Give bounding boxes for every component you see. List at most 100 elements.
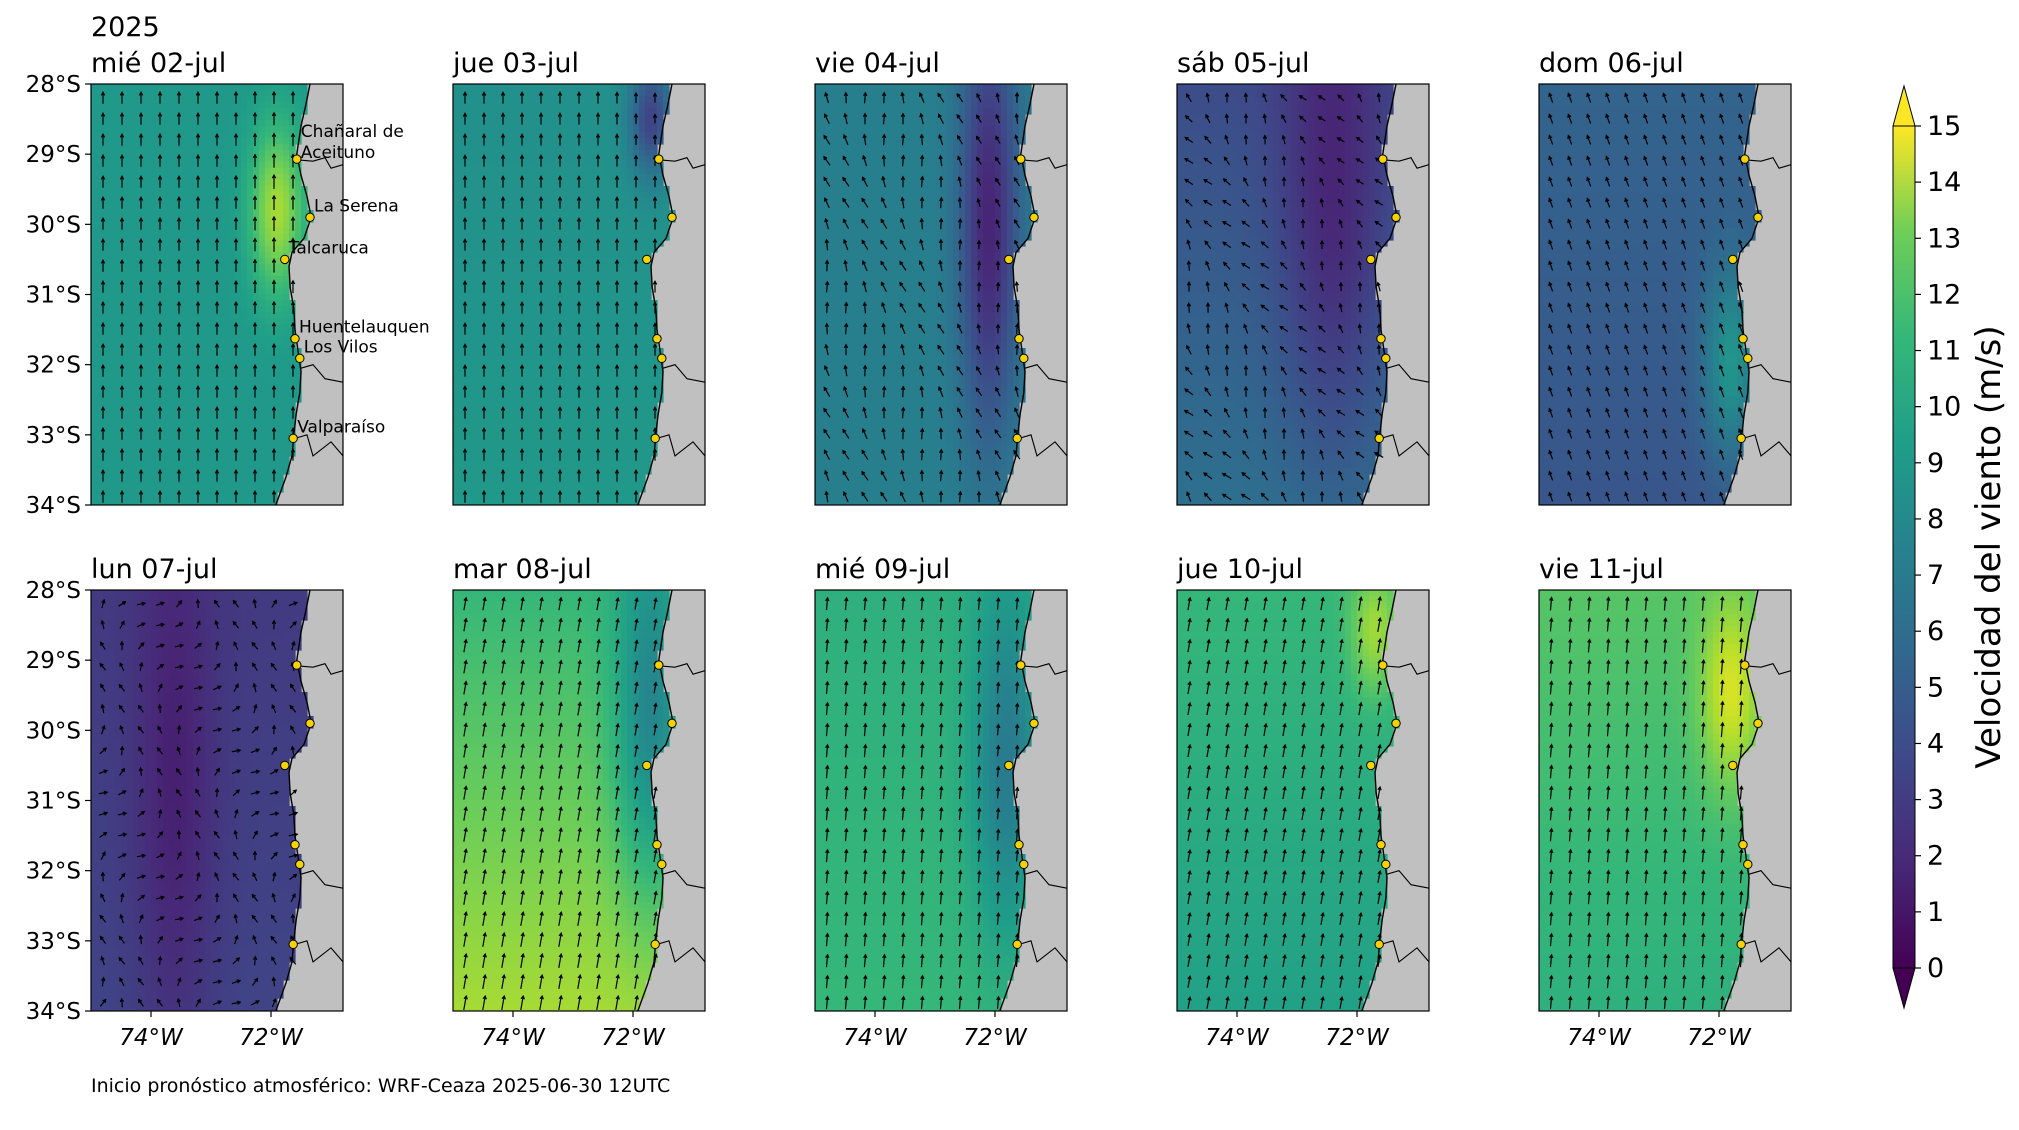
colorbar-tick-label: 11 — [1927, 336, 1961, 367]
region-border — [1744, 157, 1791, 169]
wind-arrows — [1183, 92, 1384, 502]
wind-arrows — [463, 596, 658, 1011]
city-marker — [654, 154, 664, 164]
lat-tick-label: 33°S — [26, 929, 81, 955]
colorbar-tick-label: 13 — [1927, 223, 1961, 254]
lat-tick-label: 29°S — [26, 648, 81, 674]
city-marker — [1728, 760, 1738, 771]
city-marker — [280, 760, 290, 771]
city-marker — [1016, 660, 1026, 670]
region-border — [1742, 940, 1791, 963]
city-marker — [642, 254, 652, 265]
colorbar-extend-min — [1892, 967, 1916, 1010]
panel-date-title: jue 10-jul — [1176, 554, 1303, 585]
panel-frame — [1538, 589, 1792, 1012]
city-marker — [657, 353, 667, 364]
city-marker — [1374, 433, 1384, 444]
wind-arrows — [98, 598, 299, 1008]
city-marker — [1736, 433, 1746, 444]
lat-tick-label: 34°S — [26, 999, 81, 1025]
year-label: 2025 — [91, 12, 160, 43]
city-marker — [1381, 859, 1391, 870]
city-marker — [1743, 859, 1753, 870]
city-marker — [1740, 660, 1750, 670]
city-marker — [295, 859, 305, 870]
region-border — [656, 940, 705, 963]
city-marker — [650, 433, 660, 444]
panel-frame — [814, 83, 1068, 506]
region-border — [1748, 364, 1791, 383]
colorbar-tick-label: 9 — [1927, 448, 1944, 479]
region-border — [1024, 364, 1067, 383]
city-marker — [1378, 154, 1388, 164]
city-marker — [1378, 660, 1388, 670]
region-border — [1386, 364, 1429, 383]
city-marker — [667, 718, 677, 729]
city-label: Huentelauquen — [299, 318, 430, 338]
city-marker — [657, 859, 667, 870]
city-marker — [1738, 840, 1748, 850]
city-marker — [650, 939, 660, 950]
colorbar-tick-label: 2 — [1927, 841, 1944, 872]
region-border — [1380, 434, 1429, 457]
city-marker — [1029, 212, 1039, 223]
city-marker — [290, 840, 300, 850]
lon-tick-label: 74°W — [1205, 1025, 1270, 1051]
city-marker — [292, 154, 302, 164]
city-marker — [1012, 939, 1022, 950]
city-marker — [288, 433, 298, 444]
city-label: Chañaral de — [301, 122, 404, 142]
colorbar-tick-label: 12 — [1927, 279, 1961, 310]
city-marker — [667, 212, 677, 223]
forecast-panel: lun 07-jul 28°S 29°S 30°S 31°S 32°S 33°S 34°S 74… — [26, 554, 344, 1051]
city-marker — [305, 212, 315, 223]
colorbar-gradient — [1892, 125, 1916, 969]
lat-tick-label: 31°S — [26, 283, 81, 309]
lat-tick-label: 32°S — [26, 859, 81, 885]
colorbar-tick-label: 6 — [1927, 616, 1944, 647]
city-marker — [1016, 154, 1026, 164]
city-marker — [1004, 254, 1014, 265]
colorbar-tick-label: 10 — [1927, 392, 1961, 423]
lon-tick-label: 74°W — [843, 1025, 908, 1051]
city-label: Los Vilos — [304, 337, 378, 357]
lon-tick-label: 72°W — [601, 1025, 666, 1051]
panel-date-title: dom 06-jul — [1539, 48, 1684, 79]
city-marker — [1374, 939, 1384, 950]
city-marker — [1376, 840, 1386, 850]
colorbar-tick-label: 8 — [1927, 504, 1944, 535]
city-marker — [1743, 353, 1753, 364]
lon-tick-label: 74°W — [119, 1025, 184, 1051]
wind-arrows — [462, 91, 658, 503]
forecast-footer: Inicio pronóstico atmosférico: WRF-Ceaza… — [91, 1075, 670, 1097]
city-marker — [1391, 718, 1401, 729]
panel-frame — [814, 589, 1068, 1012]
lat-tick-label: 32°S — [26, 353, 81, 379]
colorbar-tick-label: 1 — [1927, 897, 1944, 928]
forecast-panel: jue 10-jul 74°W 72°W — [1176, 554, 1430, 1051]
city-marker — [1366, 760, 1376, 771]
city-marker — [1753, 718, 1763, 729]
lon-tick-label: 72°W — [1687, 1025, 1752, 1051]
city-label: Aceituno — [301, 143, 375, 163]
region-border — [294, 434, 343, 457]
city-marker — [1381, 353, 1391, 364]
lat-tick-label: 30°S — [26, 212, 81, 238]
region-border — [662, 364, 705, 383]
lat-tick-label: 33°S — [26, 423, 81, 449]
region-border — [1382, 157, 1429, 169]
forecast-panel: vie 04-jul — [814, 48, 1068, 506]
panel-date-title: mié 09-jul — [815, 554, 950, 585]
region-border — [1380, 940, 1429, 963]
panel-date-title: mar 08-jul — [453, 554, 592, 585]
region-border — [1742, 434, 1791, 457]
city-marker — [1753, 212, 1763, 223]
colorbar-tick-label: 0 — [1927, 953, 1944, 984]
panel-date-title: vie 04-jul — [815, 48, 940, 79]
panel-date-title: sáb 05-jul — [1177, 48, 1310, 79]
colorbar-extend-max — [1892, 84, 1916, 127]
panel-date-title: lun 07-jul — [91, 554, 218, 585]
